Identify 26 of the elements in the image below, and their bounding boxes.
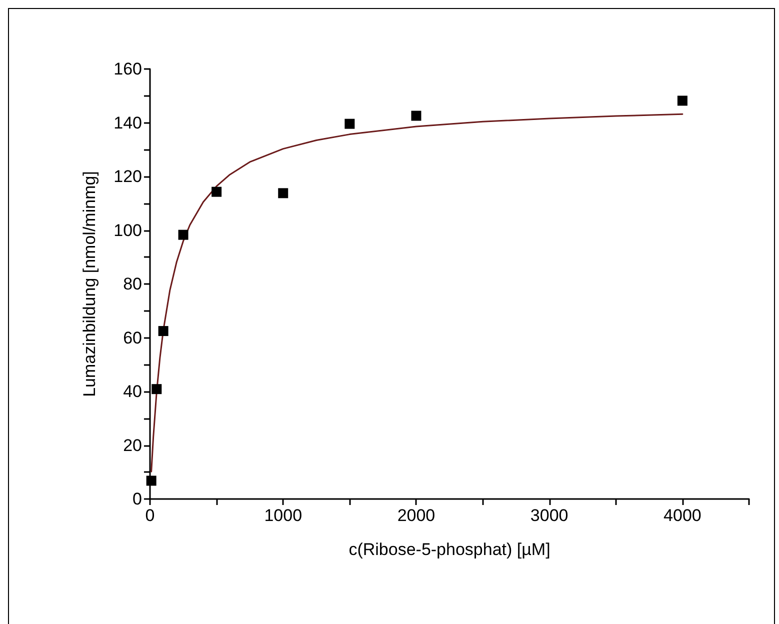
x-tick-label: 1000 xyxy=(264,506,302,525)
point xyxy=(344,118,355,129)
x-tick-label: 4000 xyxy=(664,506,702,525)
line-series xyxy=(150,113,684,472)
y-tick-label: 60 xyxy=(123,328,142,348)
y-tick-label: 100 xyxy=(114,220,142,240)
point xyxy=(152,384,162,394)
y-tick-label: 140 xyxy=(114,113,142,132)
y-tick-label: 40 xyxy=(123,382,142,401)
x-axis-title: c(Ribose-5-phosphat) [µM] xyxy=(348,540,550,559)
point xyxy=(212,186,222,197)
point xyxy=(178,230,188,240)
y-tick-label: 20 xyxy=(123,436,142,455)
y-tick-label: 80 xyxy=(123,274,142,294)
y-tick-label: 160 xyxy=(114,60,142,78)
point xyxy=(677,96,688,106)
y-tick-label: 0 xyxy=(132,490,142,508)
x-tick-label: 2000 xyxy=(397,506,436,525)
y-tick-label: 120 xyxy=(114,167,142,186)
point xyxy=(158,326,168,336)
point xyxy=(278,188,288,198)
point xyxy=(411,110,422,121)
x-tick-label: 3000 xyxy=(530,506,568,525)
point xyxy=(146,476,156,486)
x-tick-label: 0 xyxy=(145,506,155,525)
y-axis-title: Lumazinbildung [nmol/minmg] xyxy=(80,171,99,397)
